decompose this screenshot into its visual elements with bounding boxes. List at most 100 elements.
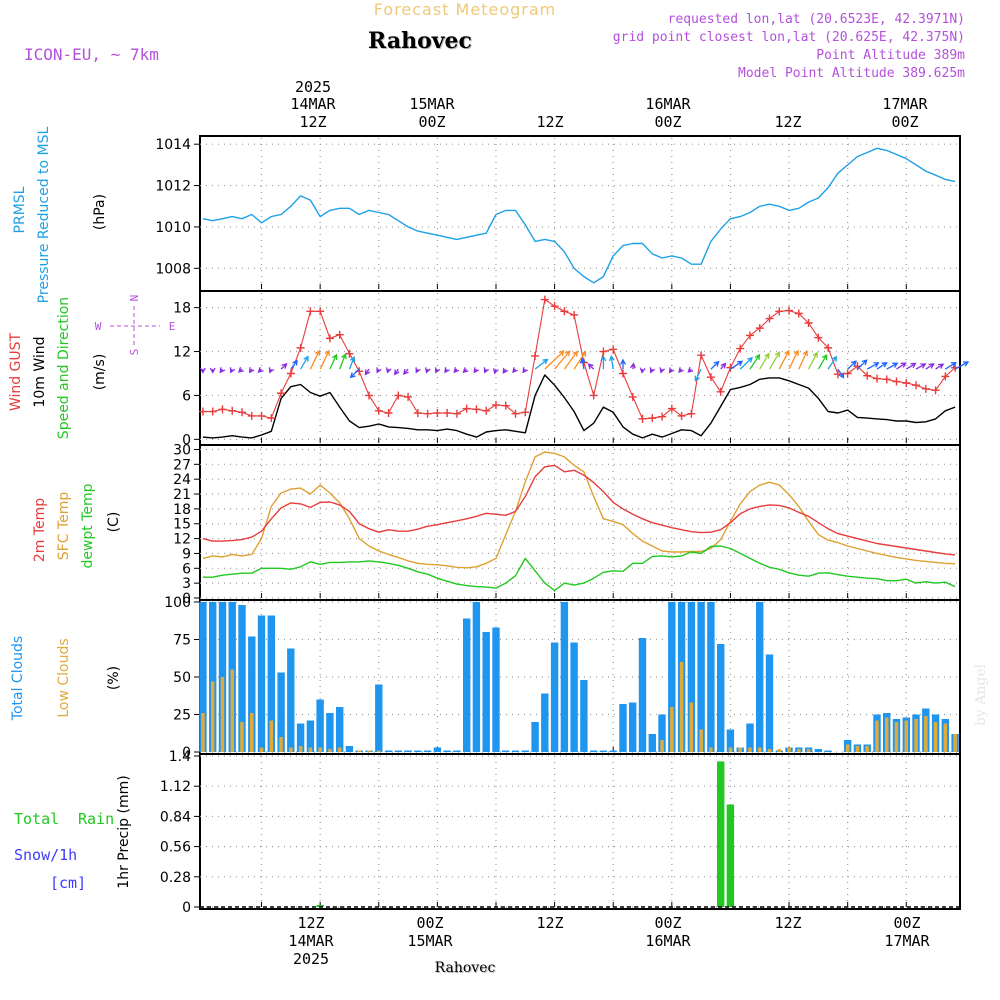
top-label-2025: 2025 [295, 78, 331, 96]
compass-south: S [128, 349, 141, 356]
low-clouds-bar [806, 749, 811, 752]
total-clouds-bar [687, 602, 696, 752]
gust-marker [423, 409, 432, 418]
low-clouds-bar [660, 740, 664, 752]
total-clouds-bar [511, 750, 520, 752]
wind-direction-arrow [563, 350, 578, 370]
wind-direction-arrow [522, 367, 528, 374]
low-clouds-bar [670, 707, 674, 752]
bottom-label-00z-a: 00Z [416, 914, 443, 932]
model-altitude: Model Point Altitude 389.625m [738, 66, 965, 81]
gust-marker [316, 307, 325, 316]
gust-marker [404, 392, 413, 401]
bottom-label-2025: 2025 [293, 950, 329, 968]
total-clouds-bar [287, 648, 295, 752]
low-clouds-bar [259, 747, 264, 752]
gust-marker [638, 414, 647, 423]
gust-marker [374, 406, 383, 415]
wind-direction-arrow [219, 367, 226, 374]
total-clouds-bar [531, 722, 539, 752]
wind-direction-arrow [462, 367, 469, 374]
wind-direction-arrow [534, 358, 549, 370]
y-tick-label: 6 [182, 388, 191, 404]
compass-east: E [169, 320, 176, 333]
y-tick-label: 1012 [155, 179, 191, 195]
wind-direction-arrow [339, 352, 347, 370]
wind-direction-arrow [268, 367, 275, 374]
wind-direction-arrow [629, 362, 636, 370]
low-clouds-bar [709, 747, 713, 752]
wind-direction-arrow [876, 362, 888, 370]
gust-marker [765, 314, 774, 323]
low-clouds-bar [748, 747, 752, 752]
bottom-label-00z-c: 00Z [893, 914, 920, 932]
low-clouds-bar [875, 720, 879, 752]
wind-direction-arrow [444, 367, 450, 374]
temp-sfc-label: SFC Temp [56, 492, 72, 561]
gust-marker [872, 374, 881, 383]
wind-direction-arrow [587, 363, 595, 370]
top-label-00z-b: 00Z [654, 113, 681, 131]
total-clouds-bar [756, 602, 764, 752]
total-clouds-bar [609, 750, 617, 752]
wind-direction-arrow [329, 353, 338, 370]
wind-direction-arrow [847, 360, 857, 370]
low-clouds-bar [904, 720, 908, 752]
bottom-label-12z-c: 12Z [774, 914, 801, 932]
wind-direction-arrow [309, 349, 321, 370]
wind-direction-arrow [837, 368, 845, 379]
total-clouds-bar [453, 750, 461, 752]
location-title: Rahovec [368, 28, 472, 54]
wind-direction-arrow [257, 366, 264, 373]
top-time-axis: 2025 14MAR 12Z 15MAR 00Z 12Z 16MAR 00Z 1… [290, 78, 928, 131]
low-clouds-bar [289, 747, 293, 752]
wind-direction-arrow [512, 367, 518, 374]
total-clouds-bar [443, 750, 451, 752]
top-label-16mar: 16MAR [645, 95, 691, 113]
gust-marker [325, 334, 334, 343]
gust-marker [296, 343, 305, 352]
gust-marker [560, 307, 569, 316]
gust-marker [667, 404, 676, 413]
gust-marker [482, 406, 491, 415]
total-clouds-bar [541, 693, 549, 752]
total-clouds-bar [238, 605, 246, 752]
wind-direction-arrow [905, 362, 917, 370]
total-clouds-bar [590, 750, 598, 752]
y-tick-label: 15 [173, 517, 191, 533]
low-clouds-bar [279, 737, 283, 752]
y-tick-label: 0 [182, 745, 191, 761]
wind-direction-arrow [248, 367, 255, 374]
bottom-label-12z-a: 12Z [297, 914, 324, 932]
low-clouds-bar [337, 747, 342, 752]
wind-speed-dir-label: Speed and Direction [56, 297, 72, 439]
y-tick-label: 1008 [155, 261, 191, 277]
gust-marker [413, 409, 422, 417]
wind-direction-arrow [579, 356, 586, 370]
gust-marker [814, 333, 823, 342]
gust-marker [804, 319, 813, 327]
requested-coords: requested lon,lat (20.6523E, 42.3971N) [668, 12, 965, 27]
wind-direction-arrow [687, 367, 694, 373]
temp-panel-frame [199, 444, 961, 601]
wind-direction-arrow [364, 368, 371, 376]
gust-marker [306, 307, 315, 316]
wind-direction-arrow [415, 367, 421, 374]
wind-direction-arrow [608, 354, 615, 370]
low-clouds-bar [201, 713, 205, 752]
y-tick-label: 9 [182, 546, 191, 562]
gust-marker [345, 349, 354, 358]
rain-bar [726, 804, 735, 907]
rain-label: Rain [78, 810, 114, 828]
wind-direction-arrow [659, 367, 666, 374]
gust-marker [794, 309, 803, 318]
wind-direction-arrow [229, 367, 236, 374]
total-clouds-bar [316, 699, 324, 752]
wind-direction-arrow [290, 359, 298, 370]
total-clouds-bar [746, 723, 754, 752]
total-clouds-bar [199, 602, 207, 752]
gust-marker [384, 409, 393, 417]
wind-direction-arrow [808, 351, 818, 370]
wind-direction-arrow [739, 356, 753, 370]
